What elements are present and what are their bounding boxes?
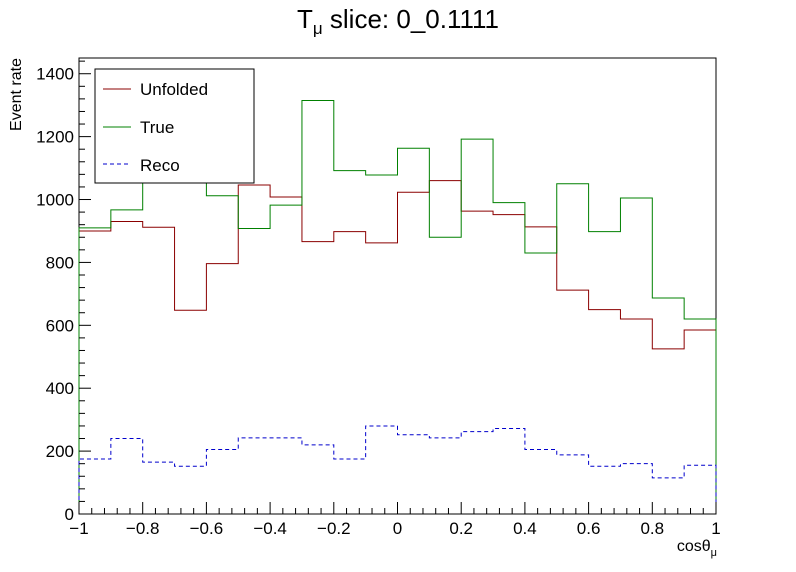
x-tick-label: 0.2 <box>449 519 473 538</box>
y-tick-label: 800 <box>46 253 74 272</box>
chart-title: Tμ slice: 0_0.1111 <box>297 4 499 38</box>
legend-label-true: True <box>140 118 174 137</box>
legend-box <box>94 68 255 184</box>
legend-label-unfolded: Unfolded <box>140 80 208 99</box>
legend-label-reco: Reco <box>140 156 180 175</box>
legend: Unfolded True Reco <box>94 68 255 184</box>
y-tick-label: 400 <box>46 379 74 398</box>
x-tick-label: 0.6 <box>577 519 601 538</box>
x-tick-label: −0.2 <box>317 519 351 538</box>
y-tick-label: 1200 <box>36 128 74 147</box>
x-tick-label: 0.8 <box>640 519 664 538</box>
series-line-unfolded <box>78 180 717 514</box>
x-tick-label: −0.8 <box>126 519 160 538</box>
x-tick-label: −1 <box>69 519 88 538</box>
x-axis-title: cosθμ <box>677 538 717 559</box>
y-tick-label: 0 <box>65 505 74 524</box>
x-tick-label: −0.6 <box>190 519 224 538</box>
y-tick-label: 200 <box>46 442 74 461</box>
x-tick-label: 0.4 <box>513 519 537 538</box>
y-tick-label: 1400 <box>36 65 74 84</box>
y-tick-label: 1000 <box>36 191 74 210</box>
x-tick-label: −0.4 <box>253 519 287 538</box>
y-tick-label: 600 <box>46 316 74 335</box>
series-line-reco <box>78 425 717 514</box>
x-tick-label: 1 <box>711 519 720 538</box>
axes-layer: −1 −0.8 −0.6 −0.4 −0.2 0 0.2 0.4 0.6 0.8 1 0 200 400 6… <box>36 60 721 538</box>
y-axis-title: Event rate <box>8 58 25 131</box>
x-tick-label: 0 <box>393 519 402 538</box>
